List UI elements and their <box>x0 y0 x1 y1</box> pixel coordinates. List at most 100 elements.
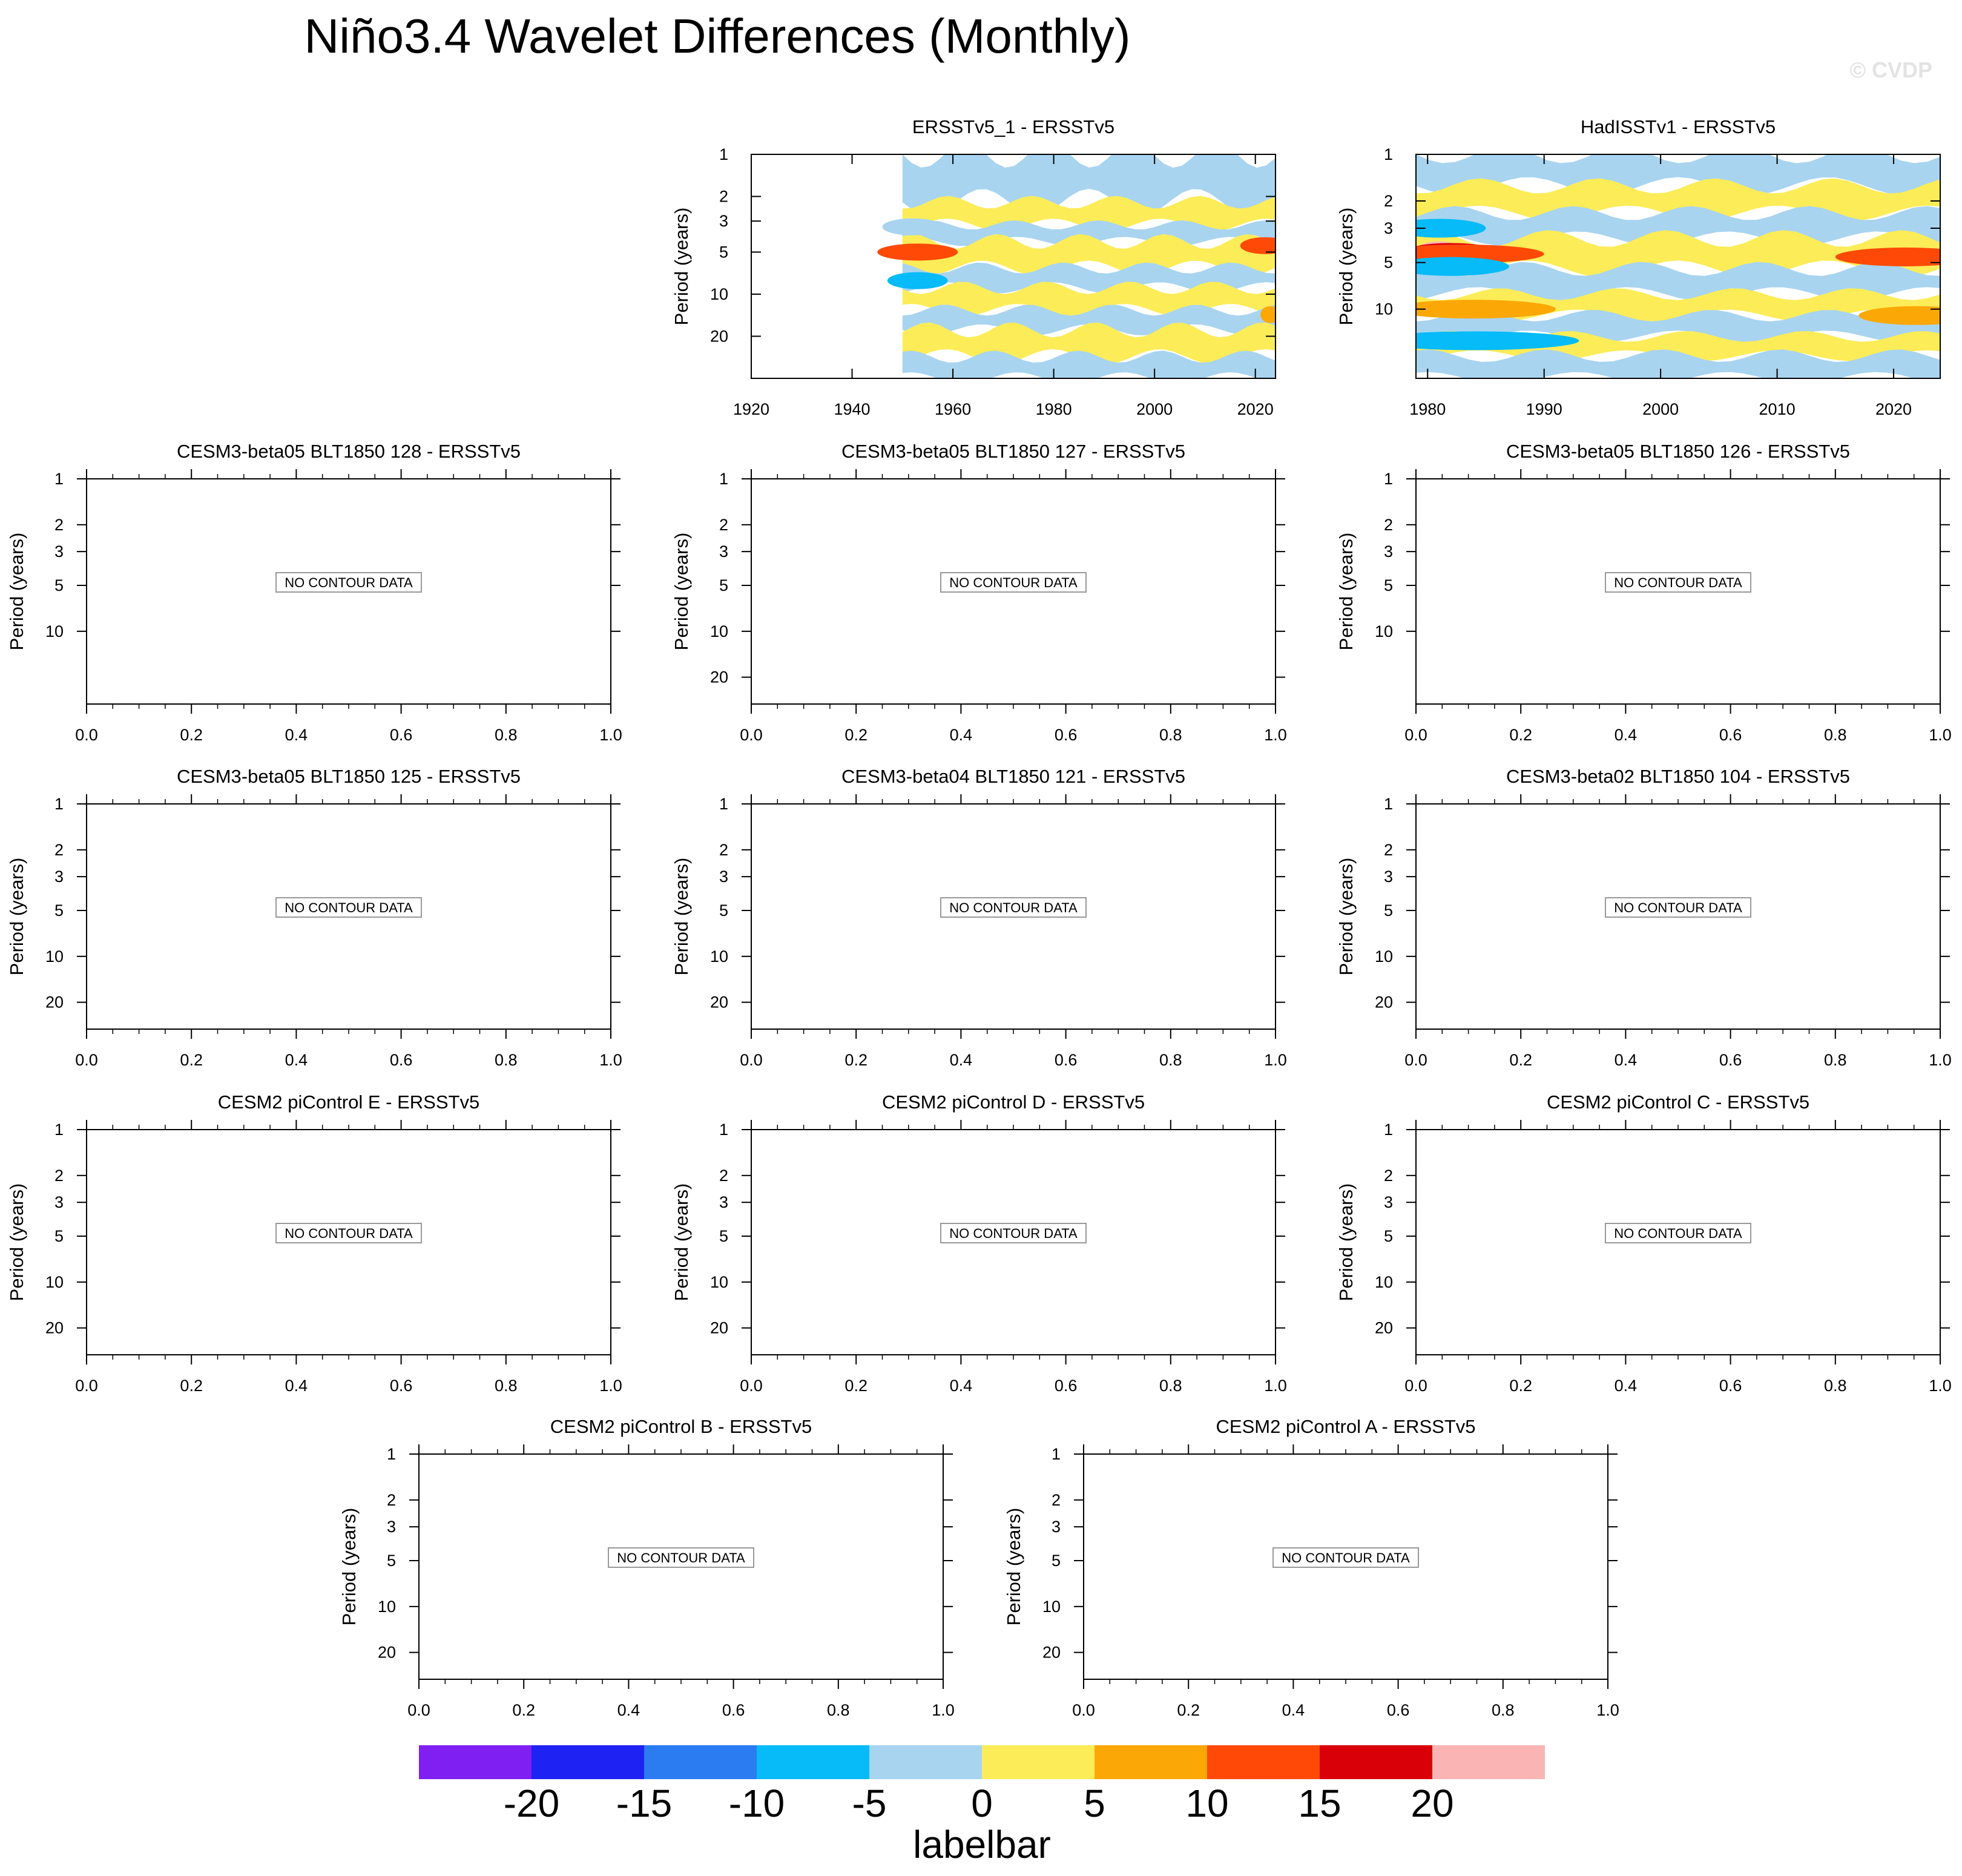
y-tick-label: 2 <box>54 841 64 859</box>
no-contour-message: NO CONTOUR DATA <box>1614 1226 1742 1241</box>
panel-title: CESM2 piControl C - ERSSTv5 <box>1547 1091 1809 1113</box>
labelbar-swatch <box>419 1745 532 1779</box>
x-tick-label: 1980 <box>1409 400 1446 418</box>
x-tick-label: 0.2 <box>180 1051 203 1069</box>
labelbar-tick-label: 20 <box>1411 1782 1453 1825</box>
contour-band <box>1416 310 1940 343</box>
plot-frame <box>751 154 1276 379</box>
x-tick-label: 0.4 <box>285 1377 308 1395</box>
y-tick-label: 3 <box>1384 542 1393 561</box>
no-contour-message: NO CONTOUR DATA <box>1614 575 1742 590</box>
contour-field <box>1416 154 1940 378</box>
contour-band <box>1416 154 1940 195</box>
x-tick-label: 1.0 <box>1264 1377 1287 1395</box>
y-tick-label: 2 <box>719 516 728 534</box>
x-tick-label: 0.0 <box>1404 1051 1427 1069</box>
y-axis-label: Period (years) <box>1335 533 1357 651</box>
x-tick-label: 0.6 <box>1719 1051 1742 1069</box>
no-contour-message: NO CONTOUR DATA <box>949 1226 1078 1241</box>
panel-title: HadISSTv1 - ERSSTv5 <box>1581 116 1776 137</box>
panel-title: CESM3-beta04 BLT1850 121 - ERSSTv5 <box>841 766 1185 787</box>
no-contour-box <box>1605 897 1751 918</box>
y-tick-label: 1 <box>54 470 64 488</box>
contour-anomaly <box>882 218 943 235</box>
y-tick-label: 1 <box>54 795 64 813</box>
x-tick-label: 2000 <box>1642 400 1679 418</box>
y-tick-label: 2 <box>1052 1491 1061 1509</box>
x-tick-label: 0.8 <box>1824 726 1847 744</box>
x-tick-label: 1940 <box>834 400 870 418</box>
x-tick-label: 0.0 <box>75 1377 98 1395</box>
y-tick-label: 1 <box>1384 470 1393 488</box>
y-tick-label: 2 <box>387 1491 396 1509</box>
x-tick-label: 1.0 <box>599 1377 622 1395</box>
x-tick-label: 0.0 <box>1072 1701 1095 1719</box>
x-tick-label: 0.4 <box>1615 726 1638 744</box>
y-tick-label: 3 <box>719 867 728 886</box>
y-tick-label: 3 <box>1384 867 1393 886</box>
no-contour-box <box>940 572 1087 593</box>
y-tick-label: 2 <box>1384 841 1393 859</box>
x-tick-label: 1.0 <box>1929 1051 1952 1069</box>
no-contour-message: NO CONTOUR DATA <box>617 1550 745 1565</box>
panel-title: ERSSTv5_1 - ERSSTv5 <box>912 116 1114 137</box>
panel-2: HadISSTv1 - ERSSTv5 Period (years) 1980 199… <box>1335 116 1941 418</box>
no-contour-message: NO CONTOUR DATA <box>949 900 1078 915</box>
x-tick-label: 2000 <box>1136 400 1173 418</box>
panel-title: CESM2 piControl D - ERSSTv5 <box>882 1091 1145 1113</box>
x-tick-label: 0.8 <box>495 1377 518 1395</box>
y-tick-label: 1 <box>54 1121 64 1139</box>
x-tick-label: 1.0 <box>1264 726 1287 744</box>
y-tick-label: 20 <box>710 993 728 1012</box>
y-tick-label: 3 <box>387 1518 396 1536</box>
x-tick-label: 0.4 <box>950 1377 973 1395</box>
contour-field <box>877 154 1276 378</box>
y-tick-label: 2 <box>1384 516 1393 534</box>
contour-anomaly <box>887 272 948 289</box>
y-tick-label: 5 <box>1052 1552 1061 1570</box>
labelbar-tick-label: 0 <box>971 1782 993 1825</box>
x-tick-label: 0.2 <box>180 726 203 744</box>
y-tick-label: 5 <box>1384 1227 1393 1245</box>
y-tick-label: 2 <box>1384 1167 1393 1185</box>
panel-13: CESM2 piControl A - ERSSTv5 Period (years… <box>1003 1416 1619 1719</box>
labelbar-swatch <box>532 1745 644 1779</box>
x-tick-label: 0.8 <box>495 726 518 744</box>
x-tick-label: 0.2 <box>1509 726 1532 744</box>
panel-title: CESM2 piControl E - ERSSTv5 <box>218 1091 479 1113</box>
x-tick-label: 2020 <box>1237 400 1274 418</box>
x-tick-label: 0.0 <box>75 726 98 744</box>
x-tick-label: 0.2 <box>1509 1051 1532 1069</box>
y-axis-label: Period (years) <box>671 1183 692 1302</box>
x-tick-label: 0.4 <box>617 1701 640 1719</box>
y-axis-label: Period (years) <box>338 1508 360 1626</box>
x-tick-label: 0.8 <box>1492 1701 1515 1719</box>
y-tick-label: 5 <box>54 901 64 920</box>
x-tick-label: 0.6 <box>390 1051 413 1069</box>
y-axis-label: Period (years) <box>6 1183 27 1302</box>
contour-band <box>902 351 1276 378</box>
y-tick-label: 3 <box>719 1193 728 1211</box>
x-tick-label: 0.2 <box>844 726 867 744</box>
y-tick-label: 3 <box>54 542 64 561</box>
y-tick-label: 5 <box>719 243 728 261</box>
x-tick-label: 1980 <box>1036 400 1072 418</box>
y-axis-label: Period (years) <box>6 858 27 976</box>
y-tick-label: 2 <box>719 188 728 206</box>
y-tick-label: 20 <box>1042 1644 1061 1662</box>
contour-anomaly <box>1416 300 1556 319</box>
y-tick-label: 5 <box>54 576 64 594</box>
y-tick-label: 1 <box>387 1445 396 1463</box>
x-tick-label: 2010 <box>1759 400 1796 418</box>
x-tick-label: 2020 <box>1875 400 1912 418</box>
y-tick-label: 10 <box>1375 947 1393 966</box>
x-tick-label: 1.0 <box>932 1701 955 1719</box>
y-tick-label: 20 <box>1375 1319 1393 1337</box>
y-tick-label: 5 <box>54 1227 64 1245</box>
no-contour-box <box>1605 572 1751 593</box>
y-tick-label: 3 <box>54 1193 64 1211</box>
x-tick-label: 0.4 <box>950 726 973 744</box>
panel-12: CESM2 piControl B - ERSSTv5 Period (years… <box>338 1416 955 1719</box>
no-contour-box <box>940 897 1087 918</box>
contour-band <box>902 304 1276 335</box>
